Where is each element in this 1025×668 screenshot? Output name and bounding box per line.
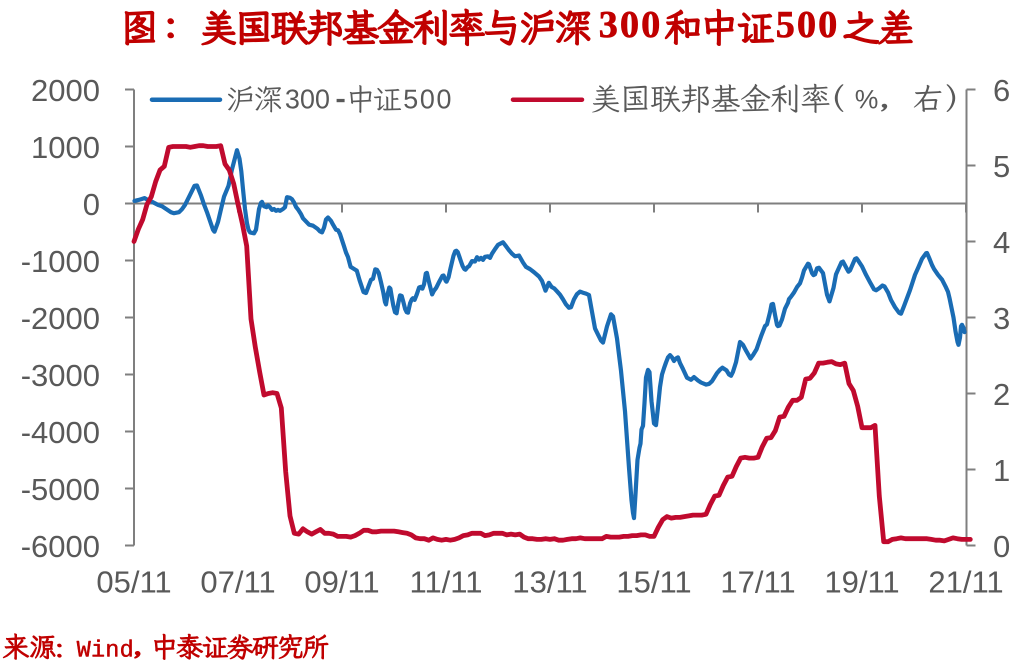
svg-text:0: 0 — [83, 187, 100, 222]
svg-text:4: 4 — [993, 225, 1010, 260]
svg-text:-3000: -3000 — [21, 358, 100, 393]
svg-text:1: 1 — [993, 453, 1010, 488]
svg-text:-4000: -4000 — [21, 415, 100, 450]
svg-text:-2000: -2000 — [21, 301, 100, 336]
svg-text:3: 3 — [993, 301, 1010, 336]
svg-text:-6000: -6000 — [21, 529, 100, 564]
svg-text:6: 6 — [993, 73, 1010, 108]
svg-text:11/11: 11/11 — [410, 564, 483, 599]
svg-text:-5000: -5000 — [21, 472, 100, 507]
svg-text:19/11: 19/11 — [824, 564, 899, 599]
svg-text:15/11: 15/11 — [616, 564, 691, 599]
svg-text:13/11: 13/11 — [512, 564, 587, 599]
svg-text:09/11: 09/11 — [304, 564, 379, 599]
svg-text:21/11: 21/11 — [928, 564, 1003, 599]
svg-text:-1000: -1000 — [21, 244, 100, 279]
svg-text:17/11: 17/11 — [720, 564, 795, 599]
svg-text:2: 2 — [993, 377, 1010, 412]
svg-text:1000: 1000 — [31, 130, 100, 165]
svg-text:5: 5 — [993, 149, 1010, 184]
svg-text:07/11: 07/11 — [200, 564, 275, 599]
svg-text:0: 0 — [993, 529, 1010, 564]
svg-text:05/11: 05/11 — [96, 564, 171, 599]
svg-text:2000: 2000 — [31, 73, 100, 108]
